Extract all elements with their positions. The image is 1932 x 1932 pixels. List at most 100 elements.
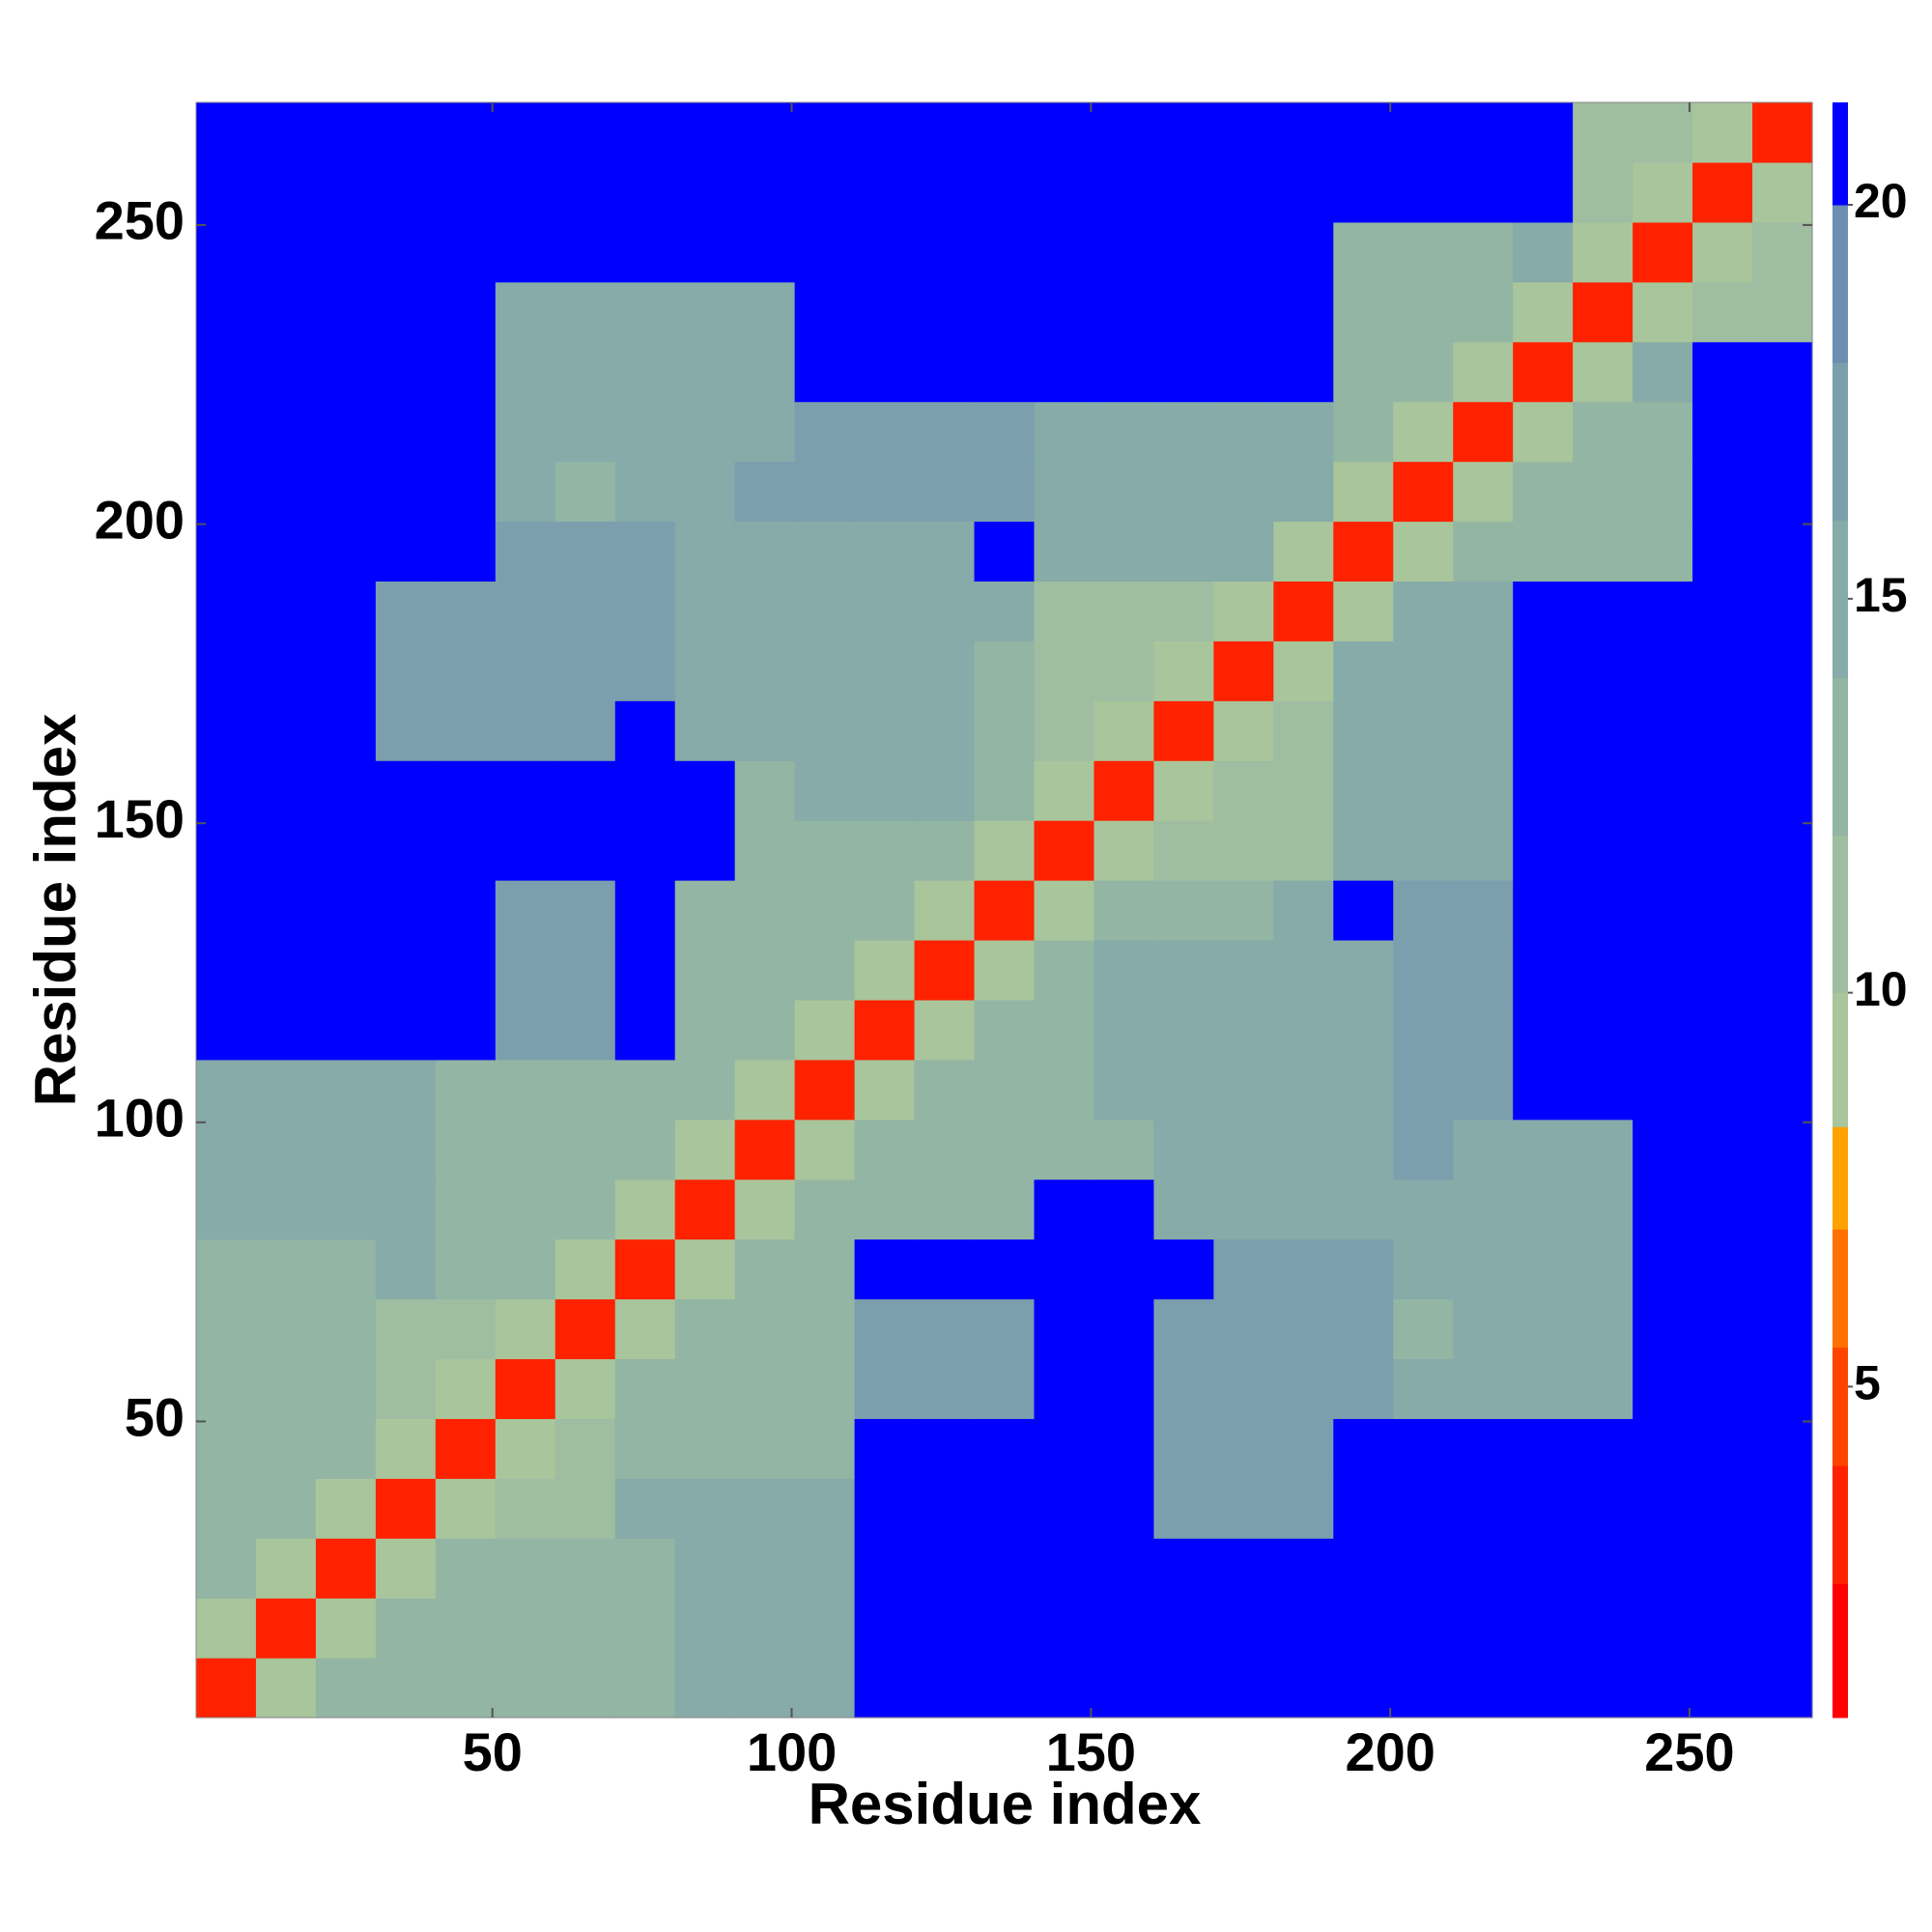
heatmap-cell xyxy=(1094,700,1155,761)
heatmap-cell xyxy=(1513,1598,1574,1659)
heatmap-cell xyxy=(974,1358,1036,1419)
heatmap-cell xyxy=(1513,1298,1574,1360)
heatmap-cell xyxy=(495,1538,556,1599)
heatmap-cell xyxy=(1094,161,1155,223)
heatmap-cell xyxy=(914,939,976,1001)
heatmap-cell xyxy=(1752,581,1813,641)
heatmap-cell xyxy=(435,1478,497,1539)
heatmap-cell xyxy=(315,281,377,343)
heatmap-cell xyxy=(435,161,497,223)
heatmap-cell xyxy=(375,1658,437,1719)
heatmap-cell xyxy=(734,1478,796,1539)
plot-frame xyxy=(195,101,1813,1719)
heatmap-cell xyxy=(1094,640,1155,701)
heatmap-cell xyxy=(914,1658,976,1719)
heatmap-cell xyxy=(1453,221,1514,283)
heatmap-cell xyxy=(1153,401,1214,463)
heatmap-cell xyxy=(1633,1238,1693,1300)
heatmap-cell xyxy=(554,640,616,701)
heatmap-cell xyxy=(1752,281,1813,343)
heatmap-cell xyxy=(1633,880,1693,941)
heatmap-cell xyxy=(1094,999,1155,1061)
heatmap-cell xyxy=(974,999,1036,1061)
heatmap-cell xyxy=(1034,1119,1095,1180)
heatmap-cell xyxy=(1153,820,1214,881)
heatmap-cell xyxy=(794,102,856,163)
heatmap-cell xyxy=(1273,221,1334,283)
heatmap-cell xyxy=(1393,1059,1454,1121)
heatmap-cell xyxy=(255,401,317,463)
heatmap-cell xyxy=(674,281,736,343)
heatmap-cell xyxy=(1513,880,1574,941)
heatmap-cell xyxy=(315,1358,377,1419)
heatmap-cell xyxy=(734,1538,796,1599)
heatmap-cell xyxy=(1573,401,1634,463)
heatmap-cell xyxy=(1273,102,1334,163)
heatmap-cell xyxy=(1573,1598,1634,1659)
heatmap-cell xyxy=(1692,161,1753,223)
heatmap-cell xyxy=(435,880,497,941)
heatmap-cell xyxy=(734,1238,796,1300)
heatmap-cell xyxy=(315,700,377,761)
heatmap-cell xyxy=(375,1538,437,1599)
heatmap-cell xyxy=(1094,1538,1155,1599)
heatmap-cell xyxy=(1034,1598,1095,1659)
heatmap-cell xyxy=(914,1418,976,1479)
heatmap-cell xyxy=(854,1179,916,1240)
heatmap-cell xyxy=(315,1298,377,1360)
heatmap-cell xyxy=(1633,1538,1693,1599)
heatmap-cell xyxy=(1513,820,1574,881)
colorbar-segment xyxy=(1833,992,1848,1127)
heatmap-cell xyxy=(1393,1598,1454,1659)
heatmap-cell xyxy=(255,581,317,641)
heatmap-cell xyxy=(1633,341,1693,403)
heatmap-cell xyxy=(614,102,676,163)
heatmap-cell xyxy=(1213,581,1274,641)
heatmap-cell xyxy=(1153,1238,1214,1300)
heatmap-cell xyxy=(734,1598,796,1659)
heatmap-cell xyxy=(1213,1059,1274,1121)
heatmap-cell xyxy=(196,521,257,582)
heatmap-cell xyxy=(1273,1298,1334,1360)
heatmap-cell xyxy=(1752,401,1813,463)
heatmap-cell xyxy=(1034,102,1095,163)
heatmap-cell xyxy=(1752,700,1813,761)
heatmap-cell xyxy=(196,939,257,1001)
heatmap-cell xyxy=(914,1059,976,1121)
colorbar-segment xyxy=(1833,520,1848,678)
heatmap-cell xyxy=(315,760,377,821)
heatmap-cell xyxy=(375,939,437,1001)
heatmap-cell xyxy=(196,1418,257,1479)
heatmap-cell xyxy=(375,700,437,761)
heatmap-cell xyxy=(854,1298,916,1360)
heatmap-cell xyxy=(255,461,317,523)
heatmap-cell xyxy=(1573,461,1634,523)
heatmap-cell xyxy=(435,221,497,283)
heatmap-cell xyxy=(375,461,437,523)
heatmap-cell xyxy=(1633,521,1693,582)
heatmap-cell xyxy=(1034,1238,1095,1300)
heatmap-cell xyxy=(435,1538,497,1599)
heatmap-cell xyxy=(794,521,856,582)
heatmap-cell xyxy=(1153,1478,1214,1539)
heatmap-cell xyxy=(554,1179,616,1240)
heatmap-cell xyxy=(794,880,856,941)
heatmap-cell xyxy=(1513,161,1574,223)
heatmap-cell xyxy=(435,401,497,463)
heatmap-cell xyxy=(255,1059,317,1121)
heatmap-cell xyxy=(435,999,497,1061)
heatmap-cell xyxy=(495,1298,556,1360)
heatmap-cell xyxy=(1034,1538,1095,1599)
heatmap-cell xyxy=(554,461,616,523)
heatmap-cell xyxy=(196,581,257,641)
y-tick-label: 250 xyxy=(95,190,185,251)
heatmap-cell xyxy=(1633,161,1693,223)
heatmap-cell xyxy=(1453,1059,1514,1121)
heatmap-cell xyxy=(1573,700,1634,761)
heatmap-cell xyxy=(674,1658,736,1719)
heatmap-cell xyxy=(734,880,796,941)
heatmap-cell xyxy=(1213,281,1274,343)
heatmap-cell xyxy=(614,221,676,283)
heatmap-cell xyxy=(1633,700,1693,761)
heatmap-cell xyxy=(1633,461,1693,523)
